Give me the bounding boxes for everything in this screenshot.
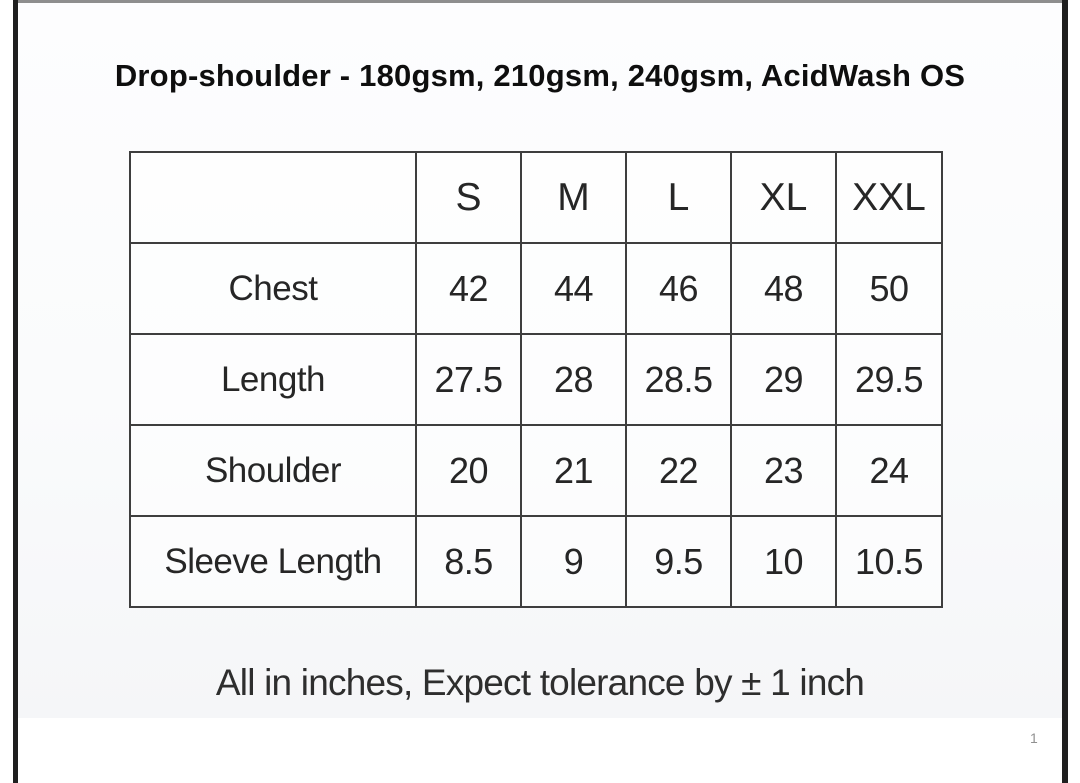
sleeve-length-value-s: 8.5 [415, 515, 522, 608]
frame-bar-right [1062, 0, 1068, 783]
shoulder-value-s: 20 [415, 424, 522, 517]
page-title: Drop-shoulder - 180gsm, 210gsm, 240gsm, … [114, 58, 966, 93]
tolerance-note: All in inches, Expect tolerance by ± 1 i… [215, 662, 865, 703]
chest-value-l: 46 [625, 242, 732, 335]
shoulder-value-xxl: 24 [835, 424, 943, 517]
corner-cell [129, 151, 417, 244]
size-chart-table: S M L XL XXL Chest 42 44 46 48 50 Length… [129, 151, 943, 608]
size-column-header-l: L [625, 151, 732, 244]
chest-value-s: 42 [415, 242, 522, 335]
length-value-m: 28 [520, 333, 627, 426]
page-number: 1 [1030, 730, 1038, 746]
table-row-length: Length 27.5 28 28.5 29 29.5 [129, 333, 943, 426]
row-label-chest: Chest [129, 242, 417, 335]
row-label-length: Length [129, 333, 417, 426]
table-row-shoulder: Shoulder 20 21 22 23 24 [129, 424, 943, 517]
length-value-xxl: 29.5 [835, 333, 943, 426]
shoulder-value-xl: 23 [730, 424, 837, 517]
length-value-xl: 29 [730, 333, 837, 426]
table-row-sleeve-length: Sleeve Length 8.5 9 9.5 10 10.5 [129, 515, 943, 608]
sleeve-length-value-xl: 10 [730, 515, 837, 608]
size-column-header-xxl: XXL [835, 151, 943, 244]
chest-value-xxl: 50 [835, 242, 943, 335]
sleeve-length-value-l: 9.5 [625, 515, 732, 608]
frame-top-rule [13, 0, 1068, 3]
row-label-shoulder: Shoulder [129, 424, 417, 517]
table-row-chest: Chest 42 44 46 48 50 [129, 242, 943, 335]
shoulder-value-m: 21 [520, 424, 627, 517]
shoulder-value-l: 22 [625, 424, 732, 517]
table-header-row: S M L XL XXL [129, 151, 943, 244]
frame-bar-left [13, 0, 18, 783]
row-label-sleeve-length: Sleeve Length [129, 515, 417, 608]
size-column-header-xl: XL [730, 151, 837, 244]
length-value-l: 28.5 [625, 333, 732, 426]
sleeve-length-value-m: 9 [520, 515, 627, 608]
size-column-header-s: S [415, 151, 522, 244]
sleeve-length-value-xxl: 10.5 [835, 515, 943, 608]
chest-value-xl: 48 [730, 242, 837, 335]
chest-value-m: 44 [520, 242, 627, 335]
length-value-s: 27.5 [415, 333, 522, 426]
size-column-header-m: M [520, 151, 627, 244]
